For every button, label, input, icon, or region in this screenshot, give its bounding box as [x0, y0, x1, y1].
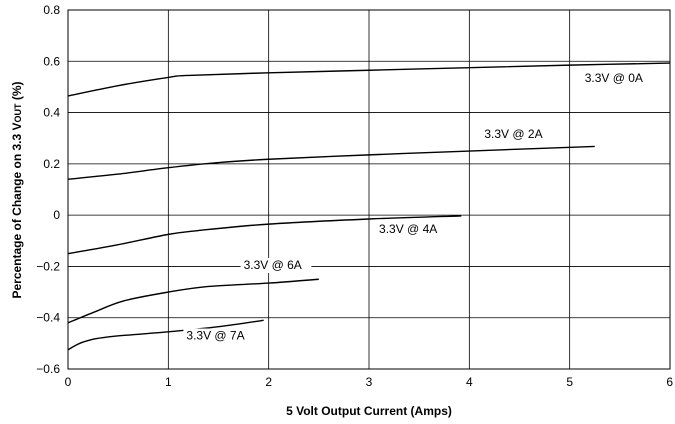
tick-labels: 0 1 2 3 4 5 6 −0.6 −0.4 −0.2 0 0.2 0.4 0.6 0.8 [36, 3, 673, 389]
series-line [67, 278, 319, 324]
x-tick-label: 0 [65, 375, 72, 389]
series-line [67, 145, 595, 180]
series-label: 3.3V @ 0A [585, 71, 643, 85]
x-tick-label: 2 [265, 375, 272, 389]
x-axis-title: 5 Volt Output Current (Amps) [286, 404, 452, 418]
series-label: 3.3V @ 6A [244, 258, 302, 272]
series-label: 3.3V @ 7A [186, 329, 244, 343]
y-axis-title: Percentage of Change on 3.3 VOUT (%) [10, 81, 24, 298]
series-labels: 3.3V @ 0A 3.3V @ 2A 3.3V @ 4A 3.3V @ 6A 3.3V… [183, 70, 653, 344]
x-tick-label: 4 [466, 375, 473, 389]
x-tick-label: 6 [666, 375, 673, 389]
series-label-background [240, 257, 312, 273]
series-label-background [376, 222, 447, 238]
x-tick-label: 5 [566, 375, 573, 389]
grid-lines [68, 10, 670, 369]
series-curves [67, 62, 671, 351]
y-tick-label: −0.2 [36, 259, 60, 273]
y-axis-title-subscript: OUT [13, 103, 23, 123]
series-line [67, 319, 264, 351]
plot-frame [67, 9, 671, 370]
y-tick-label: −0.6 [36, 362, 60, 376]
y-tick-label: −0.4 [36, 311, 60, 325]
y-axis-title-main: Percentage of Change on 3.3 V [10, 122, 24, 298]
y-tick-label: 0.8 [43, 3, 60, 17]
y-tick-label: 0 [53, 208, 60, 222]
series-label-background [481, 127, 553, 143]
series-label: 3.3V @ 4A [379, 222, 437, 236]
series-label: 3.3V @ 2A [484, 127, 542, 141]
series-label-background [581, 70, 653, 86]
x-tick-label: 1 [165, 375, 172, 389]
y-tick-label: 0.6 [43, 54, 60, 68]
series-line [67, 62, 671, 97]
x-tick-label: 3 [366, 375, 373, 389]
series-label-background [183, 328, 255, 344]
y-tick-label: 0.4 [43, 106, 60, 120]
y-tick-label: 0.2 [43, 157, 60, 171]
series-line [67, 215, 462, 255]
y-axis-title-unit: (%) [10, 81, 24, 103]
